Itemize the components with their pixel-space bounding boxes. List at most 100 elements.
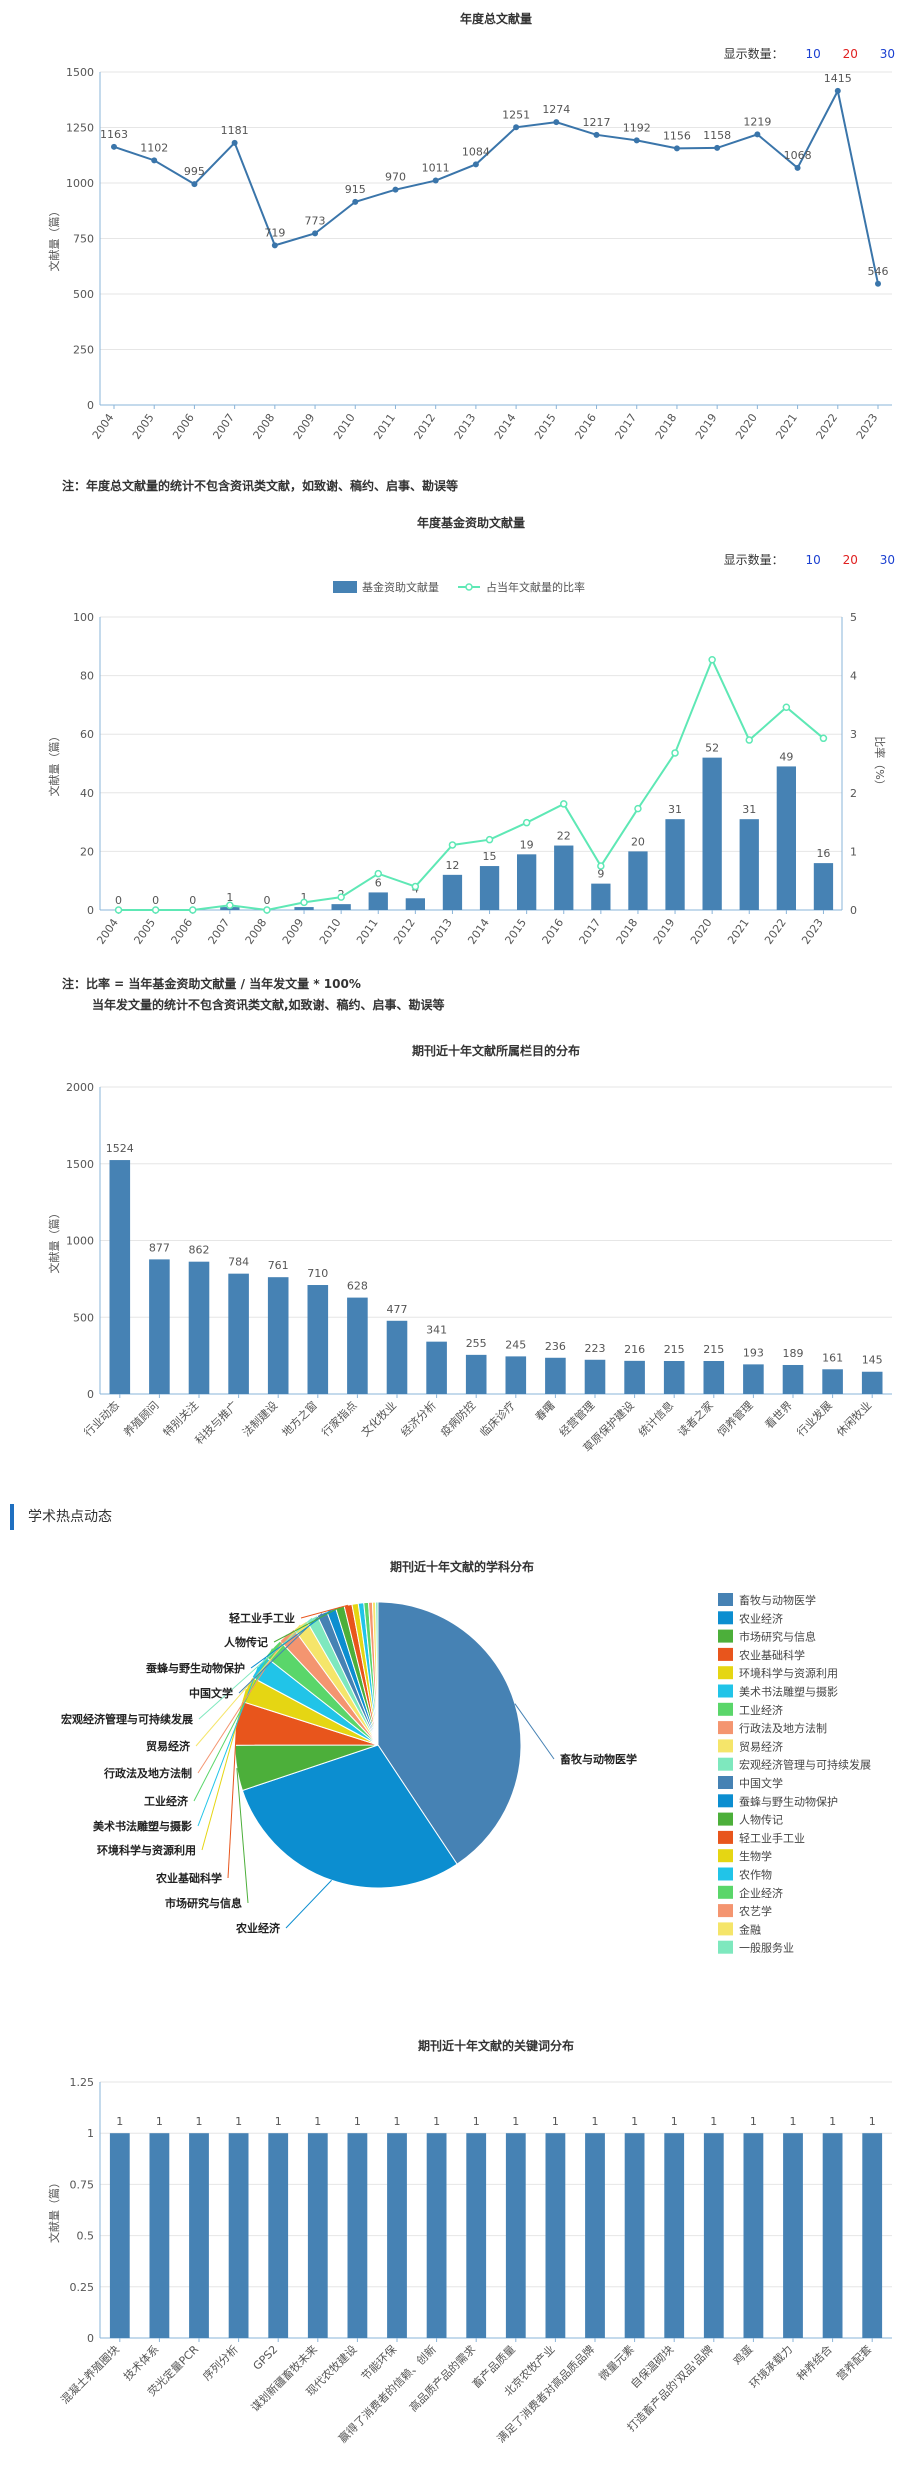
data-label: 1 bbox=[433, 2115, 440, 2128]
legend-swatch bbox=[718, 1593, 733, 1606]
x-tick-label: 营养配套 bbox=[833, 2342, 874, 2383]
x-tick-label: 种养结合 bbox=[794, 2342, 835, 2383]
bar bbox=[347, 2133, 368, 2338]
ratio-point bbox=[411, 882, 420, 891]
legend-label: 行政法及地方法制 bbox=[739, 1721, 827, 1735]
data-label: 1219 bbox=[743, 115, 771, 128]
count-label: 显示数量： bbox=[723, 553, 784, 567]
pie-callout-label: 人物传记 bbox=[224, 1635, 268, 1649]
x-tick-label: 统计信息 bbox=[635, 1398, 676, 1439]
x-tick-label: 2015 bbox=[502, 916, 529, 946]
series-line bbox=[113, 87, 879, 284]
annual-count-selector: 显示数量： 10 20 30 bbox=[724, 45, 895, 62]
x-tick-label: 2005 bbox=[131, 916, 158, 946]
data-label: 1156 bbox=[663, 129, 691, 142]
data-label: 1 bbox=[512, 2115, 519, 2128]
y-axis-title: 文献量（篇） bbox=[47, 731, 61, 797]
x-tick-label: 行业动态 bbox=[82, 1399, 122, 1439]
legend-label: 蚕蜂与野生动物保护 bbox=[739, 1794, 838, 1808]
count-option-20[interactable]: 20 bbox=[842, 47, 858, 61]
data-label: 1 bbox=[314, 2115, 321, 2128]
pie-callout-label: 市场研究与信息 bbox=[165, 1896, 242, 1910]
pie-callout-label: 农业经济 bbox=[235, 1921, 281, 1935]
x-tick-label: 读者之家 bbox=[675, 1398, 716, 1439]
data-label: 1 bbox=[750, 2115, 757, 2128]
bar bbox=[294, 907, 314, 910]
count-label: 显示数量： bbox=[723, 47, 784, 61]
legend-swatch bbox=[718, 1922, 733, 1936]
annual-note: 注：年度总文献量的统计不包含资讯类文献，如致谢、稿约、启事、勘误等 bbox=[62, 479, 459, 493]
ratio-point bbox=[485, 835, 494, 844]
data-label: 1 bbox=[275, 2115, 282, 2128]
data-label: 0 bbox=[115, 894, 122, 907]
data-point bbox=[754, 131, 761, 138]
ratio-point bbox=[448, 841, 457, 849]
legend-label: 企业经济 bbox=[739, 1886, 783, 1900]
data-label: 161 bbox=[822, 1351, 843, 1364]
fund-note-1: 注：比率 = 当年基金资助文献量 / 当年发文量 * 100% bbox=[62, 977, 361, 991]
legend-swatch bbox=[718, 1830, 733, 1844]
y-tick-label: 20 bbox=[80, 845, 94, 858]
count-option-30[interactable]: 30 bbox=[879, 553, 895, 567]
data-label: 255 bbox=[466, 1337, 487, 1350]
pie-callout-label: 美术书法雕塑与摄影 bbox=[93, 1819, 192, 1833]
y-tick-label: 500 bbox=[73, 1311, 94, 1324]
data-label: 1102 bbox=[140, 141, 168, 154]
bar bbox=[743, 2133, 764, 2338]
x-tick-label: 2011 bbox=[354, 916, 381, 946]
chart-title: 期刊近十年文献所属栏目的分布 bbox=[412, 1043, 580, 1058]
data-label: 877 bbox=[149, 1241, 170, 1254]
count-option-10[interactable]: 10 bbox=[805, 553, 821, 567]
count-option-10[interactable]: 10 bbox=[805, 47, 821, 61]
data-point bbox=[231, 139, 238, 146]
count-option-20[interactable]: 20 bbox=[842, 553, 858, 567]
ratio-point bbox=[522, 818, 531, 827]
y-tick-label: 0 bbox=[87, 904, 94, 917]
fund-svg: 年度基金资助文献量020406080100文献量（篇）012345比率（%）基金… bbox=[47, 515, 887, 947]
x-tick-label: 2018 bbox=[653, 411, 680, 441]
legend-label: 美术书法雕塑与摄影 bbox=[739, 1685, 838, 1699]
data-label: 1084 bbox=[462, 145, 490, 158]
legend-swatch bbox=[718, 1812, 733, 1826]
bar bbox=[591, 883, 611, 910]
data-label: 1 bbox=[790, 2115, 797, 2128]
legend-label: 贸易经济 bbox=[739, 1739, 783, 1753]
legend-label: 工业经济 bbox=[739, 1703, 783, 1717]
x-tick-label: 2007 bbox=[210, 411, 237, 441]
data-label: 216 bbox=[624, 1343, 645, 1356]
data-point bbox=[633, 137, 640, 144]
data-label: 1 bbox=[394, 2115, 401, 2128]
pie-callout-label: 畜牧与动物医学 bbox=[560, 1752, 637, 1766]
bar bbox=[554, 845, 574, 910]
data-label: 0 bbox=[189, 894, 196, 907]
ratio-point bbox=[189, 906, 197, 914]
subjects-svg: 期刊近十年文献的学科分布畜牧与动物医学农业经济市场研究与信息农业基础科学环境科学… bbox=[61, 1559, 871, 1955]
legend-label: 农业经济 bbox=[739, 1611, 783, 1625]
count-option-30[interactable]: 30 bbox=[879, 47, 895, 61]
x-tick-label: 2017 bbox=[577, 916, 604, 946]
annual-total-svg: 年度总文献量 0 250 500 750 1000 1250 1500 文献量（篇） 2004 20… bbox=[47, 11, 892, 442]
x-tick-label: 2012 bbox=[391, 916, 418, 946]
x-tick-label: 经营管理 bbox=[556, 1398, 597, 1439]
pie-callout-line bbox=[197, 1666, 259, 1827]
bar bbox=[267, 1277, 289, 1394]
legend-label: 农业基础科学 bbox=[739, 1648, 805, 1662]
data-label: 1 bbox=[116, 2115, 123, 2128]
pie-callout-label: 中国文学 bbox=[189, 1686, 233, 1700]
bar bbox=[228, 2133, 249, 2338]
y-tick-label: 1000 bbox=[66, 177, 94, 190]
ratio-point bbox=[263, 906, 271, 914]
x-tick-label: 行家指点 bbox=[319, 1398, 360, 1439]
ratio-point bbox=[151, 906, 160, 914]
data-label: 1 bbox=[301, 891, 308, 904]
data-label: 1 bbox=[552, 2115, 559, 2128]
y-tick-label: 0 bbox=[87, 399, 94, 412]
x-tick-label: 2020 bbox=[688, 916, 715, 946]
bar bbox=[268, 2133, 289, 2338]
data-label: 546 bbox=[868, 265, 889, 278]
data-label: 1 bbox=[226, 891, 233, 904]
x-tick-label: 鸡蛋 bbox=[730, 2342, 755, 2367]
x-tick-label: 2014 bbox=[465, 916, 492, 946]
legend-swatch bbox=[718, 1904, 733, 1918]
bar bbox=[822, 1369, 843, 1394]
